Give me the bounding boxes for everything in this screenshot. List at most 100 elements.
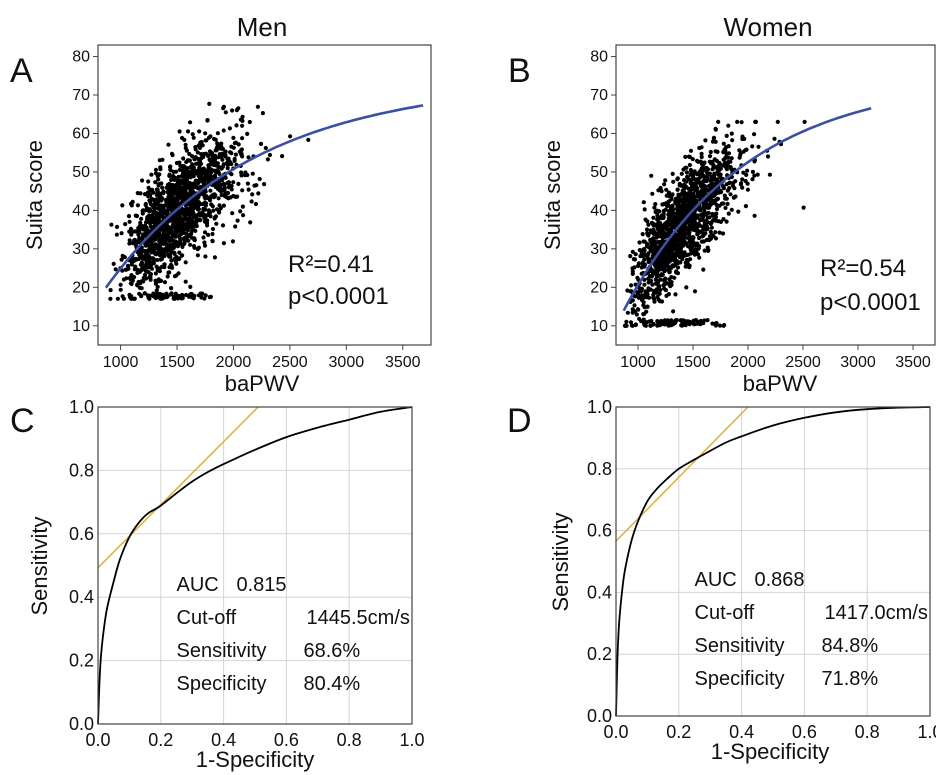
scatter-point xyxy=(721,157,726,162)
scatter-point xyxy=(652,262,657,268)
y-tick-label: 80 xyxy=(72,49,90,66)
scatter-point xyxy=(142,291,147,296)
scatter-point xyxy=(664,187,669,192)
scatter-point xyxy=(645,289,650,294)
scatter-point xyxy=(161,207,166,212)
scatter-point xyxy=(642,277,647,282)
scatter-point xyxy=(703,226,709,231)
scatter-point xyxy=(635,307,641,312)
scatter-point xyxy=(143,220,149,225)
scatter-point xyxy=(139,216,144,221)
scatter-point xyxy=(249,199,254,204)
scatter-point xyxy=(680,236,685,242)
scatter-point xyxy=(641,200,646,205)
scatter-point xyxy=(739,181,744,186)
scatter-point xyxy=(159,203,164,208)
scatter-point xyxy=(258,141,264,146)
panel-title: Men xyxy=(237,12,288,42)
scatter-point xyxy=(140,208,146,213)
scatter-point xyxy=(151,261,156,266)
scatter-point xyxy=(688,257,693,262)
scatter-point xyxy=(637,248,642,253)
scatter-point xyxy=(677,232,683,237)
y-tick-label: 1.0 xyxy=(69,397,94,417)
scatter-point xyxy=(755,172,760,177)
scatter-point xyxy=(703,138,708,143)
scatter-point xyxy=(211,154,217,159)
scatter-point xyxy=(203,207,208,212)
scatter-point xyxy=(143,242,148,247)
scatter-point xyxy=(197,179,202,184)
scatter-point xyxy=(644,320,649,325)
scatter-point xyxy=(157,268,162,273)
scatter-point xyxy=(710,321,715,326)
scatter-point xyxy=(724,151,729,157)
scatter-point xyxy=(169,291,174,296)
scatter-point xyxy=(181,185,186,190)
scatter-point xyxy=(148,188,153,193)
x-tick-label: 0.4 xyxy=(729,722,754,742)
scatter-point xyxy=(190,154,195,159)
scatter-point xyxy=(707,215,712,220)
scatter-point xyxy=(206,166,211,171)
scatter-point xyxy=(153,271,158,276)
scatter-point xyxy=(686,252,691,257)
annotation-value: 68.6% xyxy=(304,640,361,662)
scatter-point xyxy=(223,110,228,115)
y-tick-label: 40 xyxy=(590,202,608,219)
scatter-point xyxy=(166,231,171,236)
scatter-point xyxy=(673,213,678,218)
scatter-point xyxy=(201,180,206,185)
scatter-point xyxy=(288,134,293,139)
scatter-point xyxy=(149,243,154,248)
scatter-point xyxy=(666,216,671,221)
scatter-point xyxy=(628,289,633,294)
scatter-point xyxy=(120,203,125,208)
scatter-point xyxy=(144,206,149,211)
scatter-point xyxy=(257,176,262,182)
scatter-point xyxy=(668,256,673,261)
scatter-point xyxy=(655,208,660,213)
scatter-point xyxy=(215,186,220,191)
scatter-point xyxy=(692,182,697,187)
scatter-point xyxy=(739,120,744,125)
scatter-point xyxy=(181,156,186,161)
scatter-point xyxy=(696,222,701,227)
scatter-point xyxy=(231,135,236,140)
scatter-point xyxy=(221,241,226,246)
scatter-point xyxy=(201,235,206,240)
scatter-point xyxy=(196,143,201,148)
scatter-point xyxy=(710,167,715,172)
annotation-value: 80.4% xyxy=(304,673,361,695)
scatter-point xyxy=(238,117,243,122)
scatter-point xyxy=(210,231,215,237)
scatter-point xyxy=(745,187,751,192)
scatter-point xyxy=(233,194,238,199)
scatter-point xyxy=(162,253,167,258)
scatter-point xyxy=(705,197,710,202)
scatter-point xyxy=(663,178,668,183)
scatter-point xyxy=(158,241,164,246)
scatter-point xyxy=(697,319,702,324)
scatter-point xyxy=(630,249,635,254)
scatter-point xyxy=(221,203,226,208)
scatter-point xyxy=(682,239,688,245)
scatter-point xyxy=(639,293,645,298)
x-tick-label: 0.6 xyxy=(792,722,817,742)
scatter-point xyxy=(152,246,157,251)
scatter-point xyxy=(202,230,208,235)
scatter-point xyxy=(156,177,161,182)
y-tick-label: 0.0 xyxy=(587,706,612,726)
scatter-point xyxy=(183,279,188,284)
scatter-point xyxy=(180,194,186,199)
scatter-point xyxy=(190,168,195,173)
annotation-label: Sensitivity xyxy=(177,640,267,662)
scatter-point xyxy=(649,274,654,279)
scatter-point xyxy=(722,147,728,152)
scatter-point xyxy=(652,288,657,294)
scatter-point xyxy=(716,168,722,173)
scatter-point xyxy=(682,232,688,237)
scatter-point xyxy=(230,211,235,216)
scatter-point xyxy=(752,213,757,218)
scatter-point xyxy=(713,127,718,132)
